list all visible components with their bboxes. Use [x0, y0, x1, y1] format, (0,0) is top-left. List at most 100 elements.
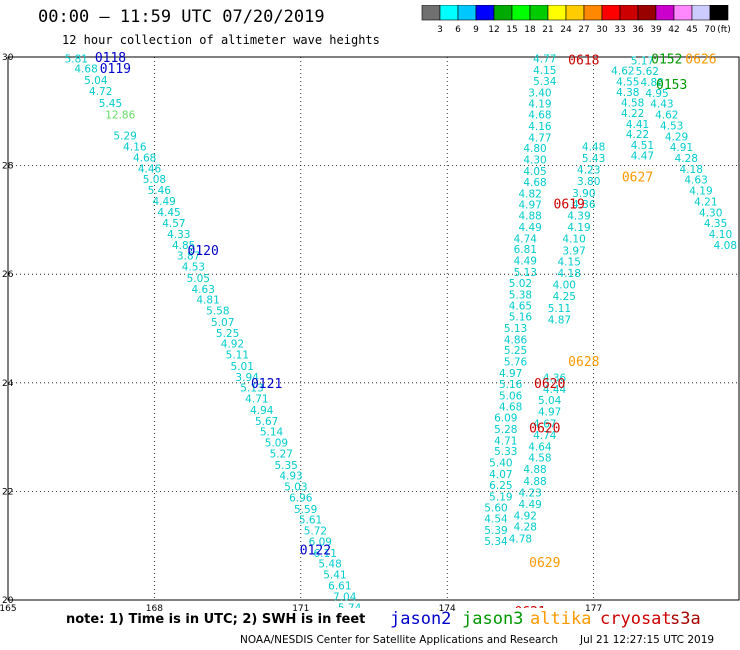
swh-value-label: 4.15: [533, 65, 556, 77]
time-label: 0629: [529, 556, 560, 571]
swh-value-label: 4.74: [533, 430, 557, 442]
swh-value-label: 5.02: [509, 278, 532, 290]
swh-value-label: 5.41: [323, 569, 346, 581]
swh-value-label: 4.87: [548, 314, 571, 326]
swh-value-label: 5.13: [504, 323, 527, 335]
swh-value-label: 5.81: [65, 54, 88, 66]
swh-value-label: 4.57: [162, 218, 185, 230]
colorbar-tick-label: 21: [542, 25, 553, 35]
swh-value-label: 4.58: [621, 98, 644, 110]
swh-value-label: 5.16: [499, 379, 523, 391]
swh-value-label: 4.62: [655, 110, 678, 122]
swh-value-label: 5.33: [494, 446, 517, 458]
swh-value-label: 4.80: [523, 143, 546, 155]
swh-value-label: 6.81: [514, 244, 537, 256]
swh-value-label: 5.60: [484, 503, 507, 515]
colorbar-tick-label: 9: [473, 25, 479, 35]
swh-value-label: 5.14: [260, 427, 284, 439]
swh-value-label: 4.72: [89, 86, 112, 98]
time-label: 0118: [95, 51, 126, 66]
colorbar-swatch: [709, 5, 729, 21]
swh-value-label: 4.77: [528, 132, 551, 144]
x-tick-label: 177: [585, 604, 602, 614]
time-label: 0620: [534, 377, 565, 392]
colorbar-tick-label: 36: [632, 25, 644, 35]
swh-value-label: 4.49: [518, 499, 541, 511]
swh-value-label: 4.21: [694, 196, 717, 208]
swh-value-label: 5.17: [631, 55, 654, 67]
swh-value-label: 5.72: [304, 525, 327, 537]
time-label: 0121: [251, 377, 282, 392]
swh-value-label: 5.08: [143, 174, 166, 186]
colorbar-tick-label: 12: [488, 25, 499, 35]
y-tick-label: 20: [2, 596, 14, 606]
swh-value-label: 4.48: [582, 142, 605, 154]
swh-value-label: 4.49: [518, 222, 541, 234]
swh-value-label: 4.58: [528, 453, 551, 465]
swh-value-label: 4.88: [523, 476, 546, 488]
swh-value-label: 4.46: [138, 163, 162, 175]
swh-value-label: 4.18: [680, 164, 703, 176]
swh-value-label: 4.30: [699, 207, 722, 219]
colorbar-tick-label: 39: [650, 25, 662, 35]
swh-value-label: 4.68: [499, 402, 522, 414]
swh-value-label: 4.51: [631, 140, 654, 152]
swh-value-label: 5.07: [211, 317, 234, 329]
swh-value-label: 4.35: [704, 218, 727, 230]
time-label: 0618: [568, 54, 599, 69]
swh-value-label: 4.00: [553, 280, 576, 292]
swh-value-label: 3.87: [177, 251, 200, 263]
swh-value-label: 4.68: [523, 177, 546, 189]
swh-value-label: 4.19: [689, 186, 712, 198]
swh-value-label: 3.97: [562, 245, 585, 257]
swh-value-label: 5.39: [484, 525, 507, 537]
swh-value-label: 4.44: [543, 384, 567, 396]
swh-value-label: 4.82: [518, 188, 541, 200]
swh-value-label: 4.55: [616, 76, 639, 88]
swh-value-label: 4.36: [543, 372, 567, 384]
swh-value-label: 5.19: [489, 491, 512, 503]
colorbar-tick-label: 15: [506, 25, 517, 35]
swh-value-label: 4.10: [709, 229, 732, 241]
swh-value-label: 4.10: [562, 233, 585, 245]
legend-entry-jason3: jason3: [462, 609, 524, 629]
x-tick-label: 165: [0, 604, 17, 614]
time-label: 0621: [515, 605, 546, 620]
swh-value-label: 4.38: [616, 87, 639, 99]
swh-value-label: 5.76: [504, 357, 528, 369]
legend-entry-s3a: s3a: [670, 609, 701, 629]
colorbar-tick-label: 24: [560, 25, 572, 35]
colorbar-tick-label: 33: [614, 25, 625, 35]
swh-value-label: 4.05: [523, 166, 546, 178]
swh-value-label: 5.34: [484, 536, 508, 548]
swh-value-label: 5.13: [514, 267, 537, 279]
x-tick-label: 168: [146, 604, 163, 614]
swh-value-label: 4.22: [626, 129, 649, 141]
swh-value-label: 3.94: [235, 372, 259, 384]
swh-value-label: 4.19: [567, 222, 590, 234]
swh-value-label: 4.22: [621, 108, 644, 120]
colorbar-tick-label: 30: [596, 25, 608, 35]
swh-value-label: 4.47: [631, 150, 654, 162]
swh-value-label: 5.16: [509, 312, 533, 324]
swh-value-label: 5.62: [636, 66, 659, 78]
colorbar-tick-label: 42: [668, 25, 679, 35]
swh-value-label: 6.09: [494, 413, 517, 425]
legend-entry-jason2: jason2: [390, 609, 452, 629]
swh-value-label: 3.80: [577, 176, 600, 188]
swh-value-label: 5.67: [255, 416, 278, 428]
swh-value-label: 4.18: [558, 268, 581, 280]
swh-value-label: 4.74: [514, 233, 538, 245]
swh-value-label: 4.88: [518, 211, 541, 223]
swh-value-label: 5.25: [504, 345, 527, 357]
colorbar-tick-label: 18: [524, 25, 536, 35]
swh-value-label: 4.95: [645, 88, 668, 100]
swh-value-label: 4.53: [660, 120, 683, 132]
swh-value-label: 4.33: [167, 229, 190, 241]
swh-value-label: 6.61: [328, 580, 351, 592]
swh-value-label: 4.97: [538, 407, 561, 419]
swh-value-label: 4.19: [528, 99, 551, 111]
swh-value-label: 4.30: [523, 155, 546, 167]
swh-value-label: 4.92: [221, 339, 244, 351]
